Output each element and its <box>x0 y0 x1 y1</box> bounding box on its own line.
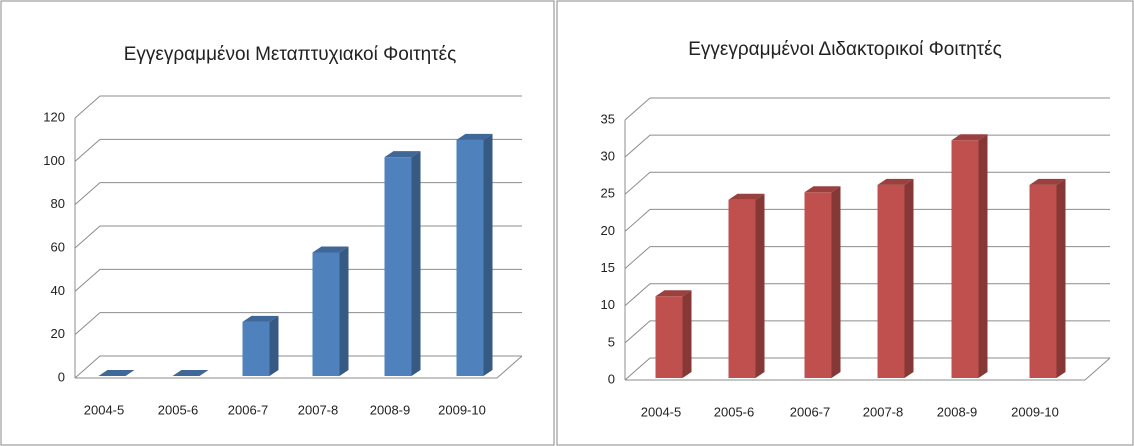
bar <box>456 139 484 376</box>
grid-line <box>74 95 522 119</box>
bar-top <box>384 151 421 158</box>
bar <box>951 140 979 378</box>
bar-top <box>655 290 692 297</box>
grid-line <box>624 134 1110 158</box>
bar-side <box>904 178 914 378</box>
bar-side <box>339 246 349 376</box>
bar-top <box>951 134 988 141</box>
bar-top <box>804 186 841 193</box>
grid-line <box>74 268 522 292</box>
bar <box>655 296 683 378</box>
x-tick-label: 2004-5 <box>641 404 681 419</box>
bar-top <box>172 370 209 376</box>
bar-side <box>483 133 493 376</box>
x-tick-label: 2007-8 <box>298 402 338 417</box>
y-tick-label: 30 <box>601 149 615 164</box>
grid-line <box>74 182 522 206</box>
y-tick-label: 10 <box>601 297 615 312</box>
grid-line <box>74 312 522 336</box>
bar-top <box>728 193 765 200</box>
x-tick-label: 2004-5 <box>84 402 124 417</box>
chart-title: Εγγεγραμμένοι Διδακτορικοί Φοιτητές <box>688 39 1002 60</box>
bar-top <box>242 315 279 322</box>
bar <box>877 184 905 378</box>
bar-side <box>411 151 421 376</box>
right-panel-border <box>556 0 1134 446</box>
left-panel-border <box>0 0 555 446</box>
y-tick-label: 25 <box>601 186 615 201</box>
bar-top <box>877 178 914 185</box>
y-tick-label: 0 <box>608 371 615 386</box>
x-tick-label: 2006-7 <box>790 404 830 419</box>
bar-top <box>98 370 135 376</box>
y-tick-label: 60 <box>51 239 65 254</box>
chart-title: Εγγεγραμμένοι Μεταπτυχιακοί Φοιτητές <box>124 44 457 65</box>
y-tick-label: 0 <box>58 369 65 384</box>
y-tick-label: 80 <box>51 196 65 211</box>
y-tick-label: 15 <box>601 260 615 275</box>
bar-side <box>1056 178 1066 378</box>
y-tick-label: 35 <box>601 111 615 126</box>
x-tick-label: 2009-10 <box>438 402 486 417</box>
y-tick-label: 20 <box>601 223 615 238</box>
bar-side <box>755 193 765 378</box>
floor-edge <box>625 357 1111 381</box>
bar-top <box>312 246 349 253</box>
bar <box>804 192 832 378</box>
grid-line <box>74 138 522 162</box>
grid-line <box>624 97 1110 121</box>
bar-top <box>456 133 493 140</box>
bar-side <box>978 134 988 378</box>
bar-side <box>831 186 841 378</box>
bar-top <box>1029 178 1066 185</box>
x-tick-label: 2005-6 <box>714 404 754 419</box>
x-tick-label: 2008-9 <box>937 404 977 419</box>
x-tick-label: 2006-7 <box>228 402 268 417</box>
bar <box>1029 184 1057 378</box>
bar <box>242 321 270 376</box>
y-tick-label: 120 <box>43 109 65 124</box>
bar <box>384 157 412 376</box>
y-tick-label: 20 <box>51 326 65 341</box>
y-tick-label: 40 <box>51 283 65 298</box>
bar-side <box>269 315 279 376</box>
bar <box>728 199 756 378</box>
floor-edge <box>75 355 523 379</box>
y-tick-label: 100 <box>43 153 65 168</box>
x-tick-label: 2005-6 <box>158 402 198 417</box>
bar-side <box>682 290 692 378</box>
grid-line <box>74 225 522 249</box>
grid-line <box>74 355 522 379</box>
x-tick-label: 2007-8 <box>863 404 903 419</box>
bar <box>312 252 340 376</box>
y-tick-label: 5 <box>608 334 615 349</box>
x-tick-label: 2008-9 <box>370 402 410 417</box>
x-tick-label: 2009-10 <box>1011 404 1059 419</box>
